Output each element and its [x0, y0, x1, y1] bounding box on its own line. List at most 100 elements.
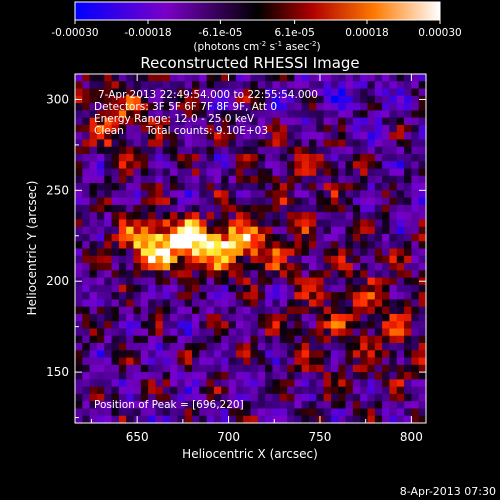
heatmap-cell: [221, 263, 230, 271]
heatmap-cell: [404, 74, 412, 82]
heatmap-cell: [162, 379, 171, 388]
info-counts: Total counts: 9.10E+03: [145, 125, 268, 137]
heatmap-cell: [162, 226, 171, 235]
heatmap-cell: [382, 335, 391, 344]
heatmap-cell: [338, 415, 347, 424]
heatmap-cell: [82, 415, 91, 424]
heatmap-cell: [360, 124, 369, 133]
heatmap-cell: [155, 81, 164, 90]
heatmap-cell: [75, 153, 83, 162]
heatmap-cell: [184, 117, 193, 126]
heatmap-cell: [111, 386, 120, 395]
heatmap-cell: [316, 364, 325, 373]
heatmap-cell: [345, 124, 354, 133]
heatmap-cell: [235, 350, 244, 359]
heatmap-cell: [162, 183, 171, 191]
heatmap-cell: [345, 328, 354, 337]
heatmap-cell: [316, 343, 325, 351]
heatmap-cell: [411, 88, 420, 97]
heatmap-cell: [389, 219, 398, 228]
heatmap-cell: [250, 103, 259, 111]
heatmap-cell: [118, 248, 127, 257]
heatmap-cell: [352, 226, 361, 235]
heatmap-cell: [199, 175, 208, 184]
heatmap-cell: [82, 335, 91, 344]
heatmap-cell: [374, 408, 383, 417]
heatmap-cell: [374, 212, 383, 221]
heatmap-cell: [104, 204, 113, 213]
heatmap-cell: [382, 263, 391, 271]
heatmap-cell: [243, 248, 252, 257]
heatmap-cell: [279, 415, 288, 424]
heatmap-cell: [294, 393, 303, 402]
heatmap-cell: [396, 219, 405, 228]
heatmap-cell: [352, 277, 361, 286]
heatmap-cell: [396, 379, 405, 388]
heatmap-cell: [294, 255, 303, 264]
heatmap-cell: [367, 263, 376, 271]
heatmap-cell: [75, 292, 83, 300]
heatmap-cell: [126, 74, 135, 82]
heatmap-cell: [148, 263, 157, 271]
heatmap-cell: [411, 146, 420, 155]
heatmap-cell: [294, 161, 303, 170]
heatmap-cell: [140, 299, 149, 308]
heatmap-cell: [162, 350, 171, 359]
heatmap-cell: [140, 95, 149, 104]
heatmap-cell: [118, 197, 127, 206]
heatmap-cell: [338, 270, 347, 279]
heatmap-cell: [265, 110, 274, 119]
heatmap-cell: [323, 263, 332, 271]
heatmap-cell: [279, 299, 288, 308]
heatmap-cell: [279, 117, 288, 126]
heatmap-cell: [177, 197, 186, 206]
heatmap-cell: [287, 292, 295, 300]
heatmap-cell: [389, 415, 398, 424]
heatmap-cell: [360, 408, 369, 417]
heatmap-cell: [257, 379, 266, 388]
heatmap-cell: [177, 74, 186, 82]
heatmap-cell: [75, 343, 83, 351]
heatmap-cell: [177, 372, 186, 380]
heatmap-cell: [104, 226, 113, 235]
heatmap-cell: [104, 132, 113, 141]
heatmap-cell: [250, 95, 259, 104]
heatmap-cell: [257, 103, 266, 111]
heatmap-cell: [330, 328, 339, 337]
heatmap-cell: [301, 313, 310, 322]
heatmap-cell: [279, 335, 288, 344]
heatmap-cell: [374, 117, 383, 126]
heatmap-cell: [111, 263, 120, 271]
heatmap-cell: [243, 226, 252, 235]
heatmap-cell: [404, 117, 412, 126]
heatmap-cell: [206, 74, 215, 82]
heatmap-cell: [301, 117, 310, 126]
heatmap-cell: [345, 204, 354, 213]
heatmap-cell: [148, 233, 157, 242]
heatmap-cell: [411, 117, 420, 126]
heatmap-cell: [404, 241, 412, 250]
heatmap-cell: [184, 153, 193, 162]
heatmap-cell: [148, 386, 157, 395]
heatmap-cell: [330, 190, 339, 199]
heatmap-cell: [192, 277, 200, 286]
heatmap-cell: [206, 379, 215, 388]
heatmap-cell: [294, 408, 303, 417]
heatmap-cell: [126, 306, 135, 315]
heatmap-cell: [272, 74, 281, 82]
heatmap-cell: [323, 168, 332, 177]
heatmap-cell: [155, 175, 164, 184]
heatmap-cell: [389, 328, 398, 337]
heatmap-cell: [374, 313, 383, 322]
heatmap-cell: [396, 117, 405, 126]
heatmap-cell: [96, 233, 105, 242]
heatmap-cell: [272, 168, 281, 177]
heatmap-cell: [323, 321, 332, 330]
heatmap-cell: [96, 393, 105, 402]
heatmap-cell: [133, 277, 142, 286]
heatmap-cell: [382, 379, 391, 388]
heatmap-cell: [118, 415, 127, 424]
heatmap-cell: [192, 241, 200, 250]
heatmap-cell: [360, 270, 369, 279]
heatmap-cell: [367, 233, 376, 242]
